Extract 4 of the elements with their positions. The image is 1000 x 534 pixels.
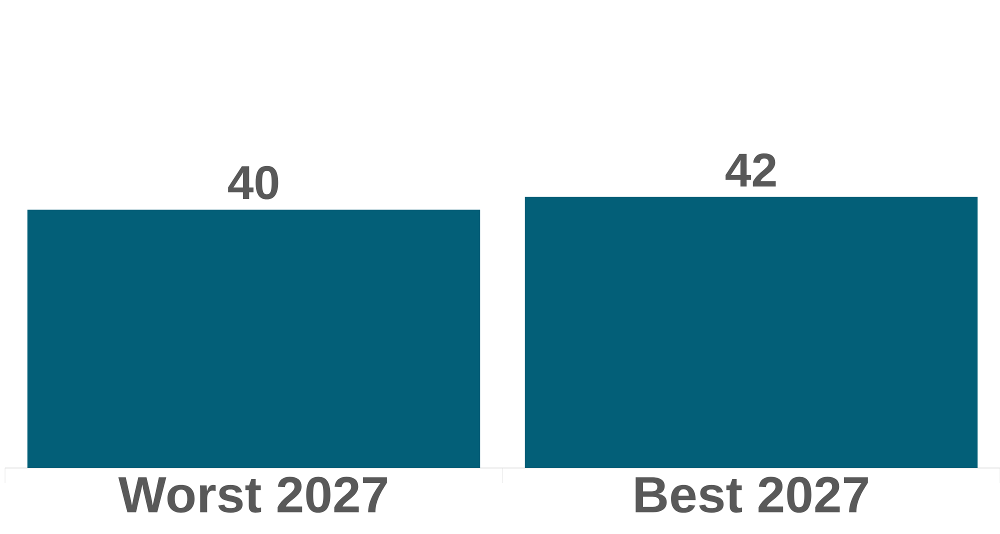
data-label: 42 [726, 153, 776, 186]
x-tick-label: Best 2027 [636, 476, 868, 513]
x-tick-label: Worst 2027 [118, 476, 387, 513]
data-label: 40 [228, 166, 278, 200]
